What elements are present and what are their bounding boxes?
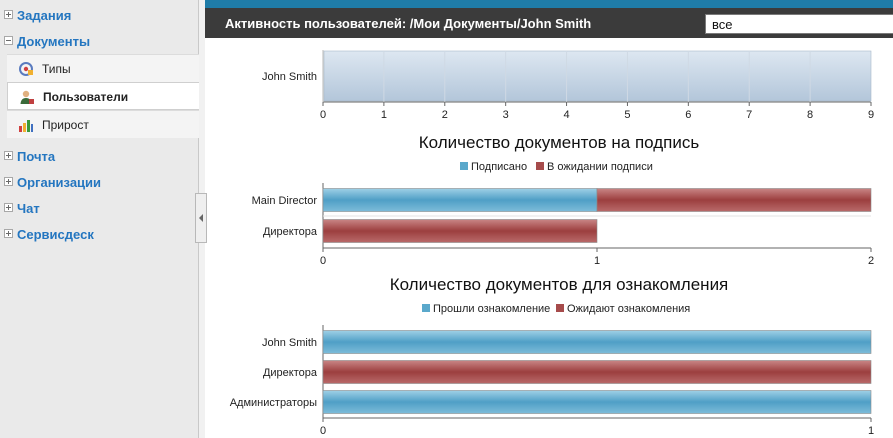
x-tick-label: 1 [381,109,387,121]
bar-segment [322,330,872,354]
x-tick-label: 0 [320,255,326,267]
users-icon [20,90,34,104]
growth-chart-icon [19,120,33,132]
sidebar-section-tasks[interactable]: Задания [0,2,199,28]
chart-title: Количество документов для ознакомления [390,275,729,294]
expand-icon[interactable] [4,203,13,212]
activity-chart: 0 1 2 3 4 5 6 7 8 9 John Smith [262,50,874,121]
legend-label: Прошли ознакомление [433,303,550,315]
sidebar-item-types[interactable]: Типы [7,54,199,82]
top-accent-bar [205,0,893,8]
legend-label: Подписано [471,161,527,173]
collapse-icon[interactable] [4,36,13,45]
x-tick-label: 0 [320,109,326,121]
legend-label: В ожидании подписи [547,161,653,173]
expand-icon[interactable] [4,229,13,238]
page-header: Активность пользователей: /Мои Документы… [205,8,893,38]
bar-segment [322,390,872,414]
legend-swatch-signed [460,162,468,170]
bar-segment [323,50,872,102]
sidebar-section-mail[interactable]: Почта [0,143,199,169]
x-tick-label: 0 [320,425,326,437]
x-tick-label: 2 [868,255,874,267]
bar-segment [596,188,872,212]
expand-icon[interactable] [4,151,13,160]
x-tick-label: 5 [624,109,630,121]
sidebar-item-label: Прирост [42,118,89,132]
category-label: Администраторы [230,397,317,409]
page-title: Активность пользователей: /Мои Документы… [225,16,592,31]
sidebar-section-label: Почта [17,149,56,164]
legend-label: Ожидают ознакомления [567,303,690,315]
category-label: Main Director [252,195,318,207]
collapse-sidebar-button[interactable] [195,193,207,243]
category-label: Директора [263,226,318,238]
sidebar-section-label: Документы [17,34,91,49]
sidebar-item-users[interactable]: Пользователи [7,82,199,110]
sidebar-item-label: Типы [42,62,71,76]
x-tick-label: 1 [868,425,874,437]
charts-area: 0 1 2 3 4 5 6 7 8 9 John Smith Количество докумен… [205,38,893,438]
expand-icon[interactable] [4,177,13,186]
user-filter-input[interactable]: все [705,14,893,34]
x-tick-label: 4 [563,109,569,121]
x-tick-label: 3 [503,109,509,121]
review-chart: Количество документов для ознакомления П… [230,275,874,437]
types-icon [19,62,33,76]
category-label: Директора [263,367,318,379]
legend-swatch-reviewed [422,304,430,312]
x-tick-label: 1 [594,255,600,267]
signing-chart: Количество документов на подпись Подписа… [252,133,874,267]
bar-segment [322,188,598,212]
sidebar-section-label: Задания [17,8,72,23]
category-label: John Smith [262,337,317,349]
sidebar: Задания Документы Типы Пользователи Прир… [0,0,199,438]
sidebar-section-servicedesk[interactable]: Сервисдеск [0,221,199,247]
sidebar-section-label: Сервисдеск [17,227,94,242]
sidebar-section-label: Чат [17,201,40,216]
legend-swatch-pending [536,162,544,170]
sidebar-item-growth[interactable]: Прирост [7,110,199,138]
sidebar-section-documents[interactable]: Документы [0,28,199,54]
sidebar-item-label: Пользователи [43,90,129,104]
x-tick-label: 2 [442,109,448,121]
charts-svg: 0 1 2 3 4 5 6 7 8 9 John Smith Количество докумен… [230,50,874,437]
sidebar-section-label: Организации [17,175,102,190]
legend-swatch-awaiting [556,304,564,312]
bar-segment [322,219,598,243]
bar-segment [322,360,872,384]
sidebar-section-chat[interactable]: Чат [0,195,199,221]
x-tick-label: 8 [807,109,813,121]
chart-title: Количество документов на подпись [419,133,700,152]
x-tick-label: 7 [746,109,752,121]
expand-icon[interactable] [4,10,13,19]
x-tick-label: 9 [868,109,874,121]
sidebar-section-organizations[interactable]: Организации [0,169,199,195]
category-label: John Smith [262,71,317,83]
x-tick-label: 6 [685,109,691,121]
